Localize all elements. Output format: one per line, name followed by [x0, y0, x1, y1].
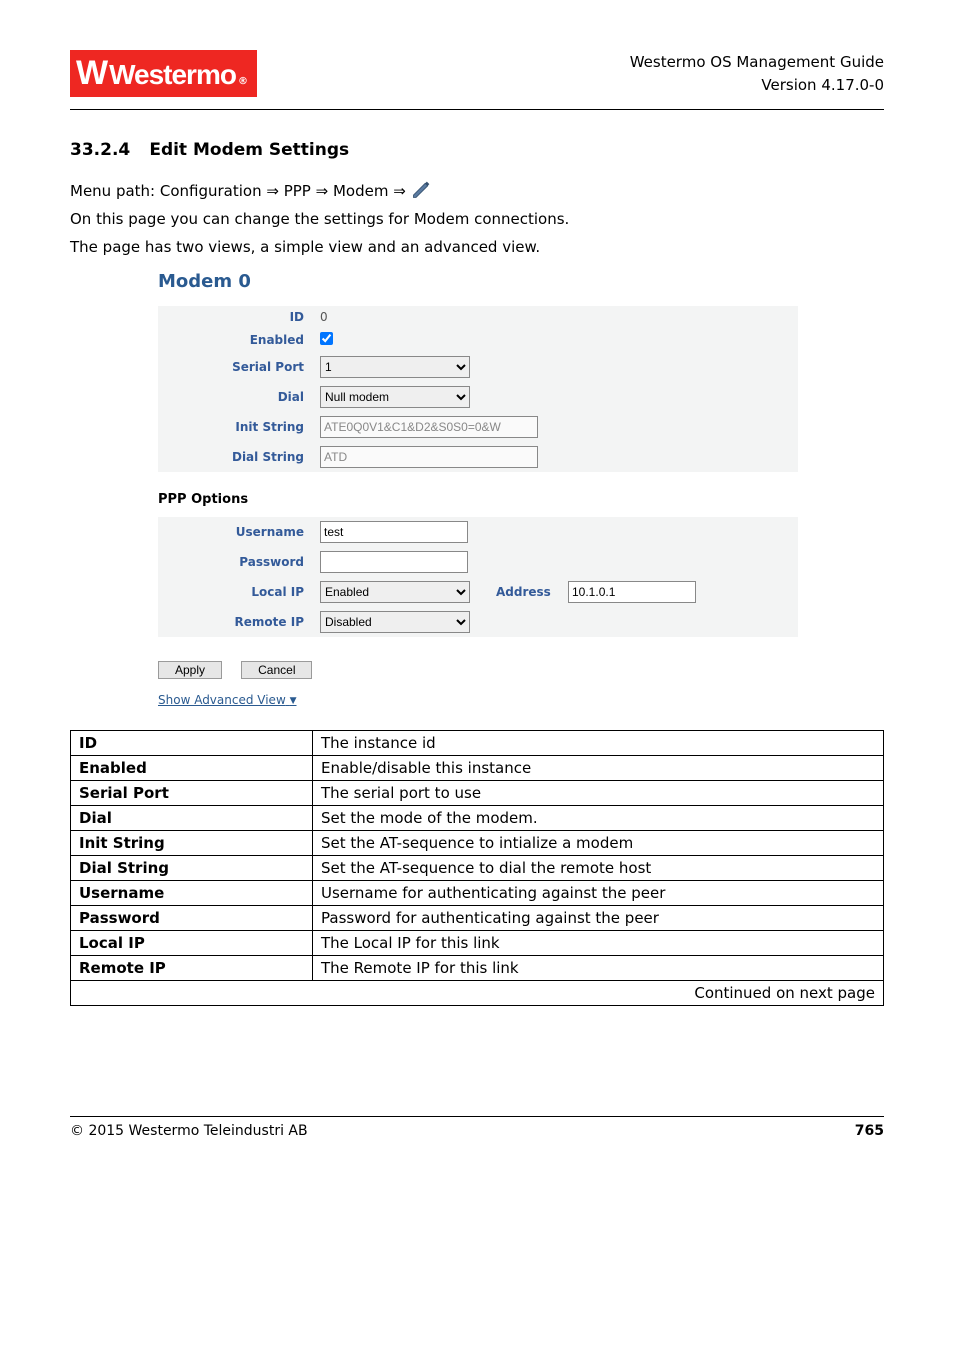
edit-pencil-icon	[411, 180, 431, 200]
value-id: 0	[314, 306, 798, 328]
description-table: IDThe instance idEnabledEnable/disable t…	[70, 730, 884, 1006]
ppp-options-table: Username Password Local IP Enabled Addre…	[158, 517, 798, 637]
row-remote-ip: Remote IP Disabled	[158, 607, 798, 637]
address-input[interactable]	[568, 581, 696, 603]
local-ip-select[interactable]: Enabled	[320, 581, 470, 603]
modem-form-title: Modem 0	[158, 271, 798, 292]
desc-value: Username for authenticating against the …	[313, 881, 884, 906]
chevron-down-icon: ▼	[290, 696, 297, 706]
label-password: Password	[158, 547, 314, 577]
row-init-string: Init String	[158, 412, 798, 442]
table-row: UsernameUsername for authenticating agai…	[71, 881, 884, 906]
desc-value: Enable/disable this instance	[313, 756, 884, 781]
row-dial-string: Dial String	[158, 442, 798, 472]
serial-port-select[interactable]: 1	[320, 356, 470, 378]
init-string-input[interactable]	[320, 416, 538, 438]
desc-key: Serial Port	[71, 781, 313, 806]
show-advanced-view-link[interactable]: Show Advanced View ▼	[158, 693, 297, 707]
label-serial-port: Serial Port	[158, 352, 314, 382]
logo-w: W	[76, 54, 107, 93]
logo-reg-mark: ®	[238, 76, 247, 87]
desc-key: ID	[71, 731, 313, 756]
password-input[interactable]	[320, 551, 468, 573]
continued-cell: Continued on next page	[71, 981, 884, 1006]
doc-version: Version 4.17.0-0	[630, 74, 884, 97]
table-row: Local IPThe Local IP for this link	[71, 931, 884, 956]
table-row: IDThe instance id	[71, 731, 884, 756]
desc-value: The instance id	[313, 731, 884, 756]
page-number: 765	[855, 1123, 884, 1139]
label-username: Username	[158, 517, 314, 547]
desc-value: Set the AT-sequence to dial the remote h…	[313, 856, 884, 881]
table-row: PasswordPassword for authenticating agai…	[71, 906, 884, 931]
table-row: Serial PortThe serial port to use	[71, 781, 884, 806]
desc-key: Dial String	[71, 856, 313, 881]
doc-title-block: Westermo OS Management Guide Version 4.1…	[630, 51, 884, 96]
table-row: EnabledEnable/disable this instance	[71, 756, 884, 781]
intro-text: Menu path: Configuration ⇒ PPP ⇒ Modem ⇒…	[70, 178, 884, 261]
row-serial-port: Serial Port 1	[158, 352, 798, 382]
row-dial: Dial Null modem	[158, 382, 798, 412]
row-password: Password	[158, 547, 798, 577]
section-title: Edit Modem Settings	[149, 140, 349, 160]
intro-line-3: The page has two views, a simple view an…	[70, 234, 884, 262]
row-id: ID 0	[158, 306, 798, 328]
label-dial-string: Dial String	[158, 442, 314, 472]
desc-value: Set the mode of the modem.	[313, 806, 884, 831]
row-local-ip: Local IP Enabled Address	[158, 577, 798, 607]
table-row: Init StringSet the AT-sequence to intial…	[71, 831, 884, 856]
desc-key: Dial	[71, 806, 313, 831]
label-enabled: Enabled	[158, 328, 314, 352]
modem-form: Modem 0 ID 0 Enabled Serial Port 1 Dial …	[158, 271, 798, 708]
desc-value: The Local IP for this link	[313, 931, 884, 956]
header-rule	[70, 109, 884, 110]
table-row-continued: Continued on next page	[71, 981, 884, 1006]
section-number: 33.2.4	[70, 140, 130, 160]
remote-ip-select[interactable]: Disabled	[320, 611, 470, 633]
menu-path-line: Menu path: Configuration ⇒ PPP ⇒ Modem ⇒	[70, 178, 884, 206]
label-id: ID	[158, 306, 314, 328]
desc-key: Enabled	[71, 756, 313, 781]
dial-string-input[interactable]	[320, 446, 538, 468]
footer-rule	[70, 1116, 884, 1117]
label-local-ip: Local IP	[158, 577, 314, 607]
logo-text: Westermo	[109, 59, 236, 91]
desc-key: Username	[71, 881, 313, 906]
ppp-options-title: PPP Options	[158, 492, 798, 507]
table-row: DialSet the mode of the modem.	[71, 806, 884, 831]
label-dial: Dial	[158, 382, 314, 412]
row-username: Username	[158, 517, 798, 547]
enabled-checkbox[interactable]	[320, 332, 333, 345]
desc-key: Init String	[71, 831, 313, 856]
row-enabled: Enabled	[158, 328, 798, 352]
intro-line-2: On this page you can change the settings…	[70, 206, 884, 234]
table-row: Remote IPThe Remote IP for this link	[71, 956, 884, 981]
desc-value: The Remote IP for this link	[313, 956, 884, 981]
desc-key: Password	[71, 906, 313, 931]
desc-value: Password for authenticating against the …	[313, 906, 884, 931]
doc-header: W Westermo ® Westermo OS Management Guid…	[70, 50, 884, 97]
label-remote-ip: Remote IP	[158, 607, 314, 637]
desc-value: The serial port to use	[313, 781, 884, 806]
cancel-button[interactable]: Cancel	[241, 661, 312, 679]
desc-value: Set the AT-sequence to intialize a modem	[313, 831, 884, 856]
desc-key: Local IP	[71, 931, 313, 956]
footer-copyright: © 2015 Westermo Teleindustri AB	[70, 1123, 308, 1139]
doc-title: Westermo OS Management Guide	[630, 51, 884, 74]
logo: W Westermo ®	[70, 50, 257, 97]
username-input[interactable]	[320, 521, 468, 543]
button-row: Apply Cancel	[158, 659, 798, 679]
modem-settings-table: ID 0 Enabled Serial Port 1 Dial Null mod…	[158, 306, 798, 472]
label-address: Address	[486, 577, 562, 607]
page-footer: © 2015 Westermo Teleindustri AB 765	[70, 1116, 884, 1139]
apply-button[interactable]: Apply	[158, 661, 222, 679]
dial-select[interactable]: Null modem	[320, 386, 470, 408]
section-heading: 33.2.4 Edit Modem Settings	[70, 140, 884, 160]
desc-key: Remote IP	[71, 956, 313, 981]
table-row: Dial StringSet the AT-sequence to dial t…	[71, 856, 884, 881]
label-init-string: Init String	[158, 412, 314, 442]
